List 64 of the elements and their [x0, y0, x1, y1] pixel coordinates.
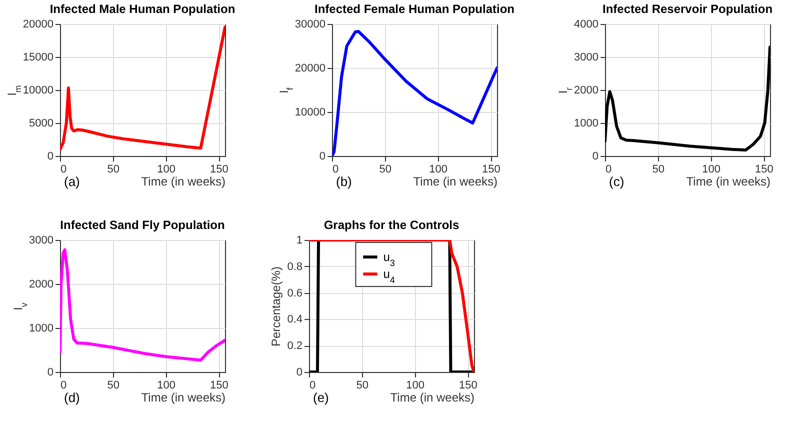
y-tick-label: 0: [47, 366, 54, 378]
y-tick-label: 30000: [294, 18, 326, 30]
y-axis-title: Percentage(%): [269, 266, 284, 347]
y-tick-label: 10000: [294, 106, 326, 118]
x-tick-label: 50: [356, 380, 369, 392]
x-tick-label: 150: [458, 380, 478, 392]
x-tick-label: 0: [332, 164, 339, 176]
x-tick-label: 50: [379, 164, 392, 176]
x-axis-title: Time (in weeks): [390, 390, 475, 404]
y-tick-label: 0: [296, 366, 302, 378]
x-tick-label: 50: [652, 164, 665, 176]
y-tick-label: 5000: [29, 118, 54, 130]
line-series: [60, 26, 225, 151]
x-tick-label: 0: [60, 380, 67, 392]
y-tick-label: 10000: [22, 84, 54, 96]
chart-title: Infected Male Human Population: [50, 2, 236, 16]
x-axis-title: Time (in weeks): [141, 390, 226, 404]
y-tick-label: 20000: [22, 18, 54, 30]
legend-label: u$_{4}$: [383, 267, 395, 285]
text: (b): [336, 174, 352, 189]
y-tick-label: 2000: [29, 278, 54, 290]
x-tick-label: 50: [107, 164, 120, 176]
chart-title: Infected Reservoir Population: [602, 2, 773, 16]
x-tick-label: 50: [107, 380, 120, 392]
text: (a): [64, 174, 80, 189]
y-tick-label: 1: [296, 234, 302, 246]
y-tick-label: 15000: [22, 52, 54, 64]
chart-title: Graphs for the Controls: [324, 218, 460, 232]
chart-title: Infected Sand Fly Population: [60, 218, 225, 232]
x-axis-title: Time (in weeks): [413, 174, 498, 188]
x-tick-label: 150: [482, 164, 500, 176]
y-tick-label: 0.2: [287, 340, 302, 352]
y-tick-label: 20000: [294, 62, 326, 74]
x-tick-label: 150: [754, 164, 774, 176]
x-tick-label: 100: [406, 380, 424, 392]
chart-title: Infected Female Human Population: [314, 2, 515, 16]
x-tick-label: 0: [606, 164, 612, 176]
y-tick-label: 4000: [574, 18, 598, 30]
x-tick-label: 100: [157, 164, 176, 176]
line-series: [605, 46, 770, 152]
x-tick-label: 100: [157, 380, 176, 392]
y-tick-label: 0: [319, 150, 326, 162]
y-tick-label: 3000: [574, 52, 598, 64]
x-tick-label: 100: [429, 164, 448, 176]
y-tick-label: 3000: [29, 234, 54, 246]
text: (d): [64, 390, 80, 405]
line-series: [60, 248, 225, 362]
x-tick-label: 150: [210, 164, 228, 176]
x-tick-label: 100: [702, 164, 720, 176]
x-axis-title: Time (in weeks): [686, 174, 771, 188]
text: (c): [609, 174, 624, 189]
x-tick-label: 0: [60, 164, 67, 176]
y-tick-label: 1000: [29, 322, 54, 334]
x-axis-title: Time (in weeks): [141, 174, 226, 188]
y-tick-label: 2000: [574, 84, 598, 96]
legend-label: u$_{3}$: [383, 250, 395, 268]
y-tick-label: 0.4: [287, 314, 302, 326]
y-tick-label: 0.8: [287, 260, 302, 273]
y-tick-label: 1000: [574, 118, 598, 130]
y-tick-label: 0: [592, 150, 598, 162]
y-tick-label: 0.6: [287, 287, 302, 300]
y-tick-label: 0: [47, 150, 54, 162]
x-tick-label: 150: [210, 380, 228, 392]
text: (e): [313, 390, 329, 405]
